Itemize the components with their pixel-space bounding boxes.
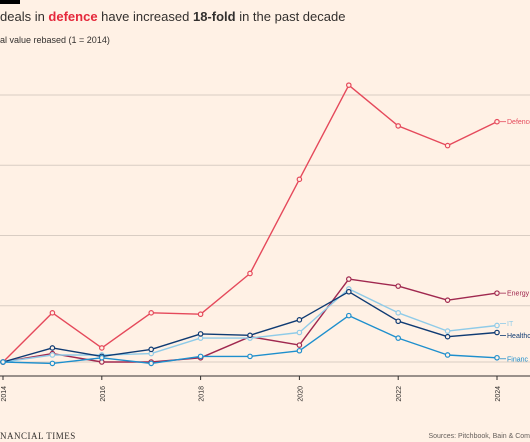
point-defence-2015 bbox=[49, 310, 56, 316]
title-post: in the past decade bbox=[235, 9, 346, 24]
point-defence-2020 bbox=[296, 176, 303, 183]
point-financials-2016 bbox=[99, 354, 105, 361]
point-defence-2017 bbox=[148, 310, 155, 316]
x-tick-label-2020: 2020 bbox=[297, 386, 304, 402]
point-defence-2023 bbox=[444, 142, 451, 149]
end-label-it: IT bbox=[507, 321, 514, 328]
title-bold: 18-fold bbox=[192, 9, 236, 24]
series-line-healthcare bbox=[2, 291, 498, 363]
point-energy-2024 bbox=[494, 290, 500, 296]
point-financials-2023 bbox=[444, 352, 451, 358]
point-financials-2015 bbox=[49, 360, 56, 367]
series-line-defence bbox=[2, 84, 498, 363]
x-tick-label-2024: 2024 bbox=[495, 386, 502, 402]
chart-subtitle: al value rebased (1 = 2014) bbox=[0, 35, 110, 45]
sources-note: Sources: Pitchbook, Bain & Com bbox=[428, 433, 530, 440]
title-pre: deals in bbox=[0, 9, 49, 24]
end-labels: Defence Energy IT Healthc Financ bbox=[500, 119, 530, 363]
point-financials-2022 bbox=[395, 335, 402, 341]
point-financials-2014 bbox=[0, 359, 6, 365]
x-tick-label-2016: 2016 bbox=[100, 386, 107, 402]
point-financials-2019 bbox=[247, 353, 253, 360]
title-mid: have increased bbox=[97, 9, 193, 24]
x-tick-label-2022: 2022 bbox=[396, 386, 403, 402]
ft-brand: NANCIAL TIMES bbox=[0, 431, 76, 441]
point-healthcare-2019 bbox=[247, 332, 253, 339]
x-tick-label-2018: 2018 bbox=[199, 386, 206, 402]
series-financials bbox=[0, 312, 500, 367]
point-healthcare-2024 bbox=[494, 329, 500, 336]
point-financials-2018 bbox=[197, 353, 204, 360]
end-label-energy: Energy bbox=[507, 291, 530, 298]
point-healthcare-2015 bbox=[49, 345, 56, 351]
point-healthcare-2017 bbox=[148, 346, 155, 353]
point-defence-2022 bbox=[395, 123, 402, 129]
point-energy-2020 bbox=[296, 342, 303, 348]
point-defence-2016 bbox=[99, 345, 105, 351]
series-layer bbox=[0, 82, 500, 367]
end-label-defence: Defence bbox=[507, 119, 530, 126]
ft-top-bar bbox=[0, 0, 20, 4]
point-energy-2021 bbox=[345, 276, 352, 282]
point-defence-2018 bbox=[197, 311, 204, 318]
point-it-2020 bbox=[296, 329, 303, 336]
point-it-2015 bbox=[49, 352, 56, 358]
point-healthcare-2020 bbox=[296, 317, 303, 323]
point-financials-2024 bbox=[494, 354, 500, 361]
x-axis: 2014 2016 2018 2020 2022 2024 bbox=[0, 375, 530, 402]
series-line-it bbox=[2, 288, 498, 363]
point-healthcare-2018 bbox=[197, 331, 204, 337]
end-label-financials: Financ bbox=[507, 356, 529, 363]
series-line-energy bbox=[2, 278, 498, 363]
point-energy-2022 bbox=[395, 283, 402, 289]
grid-layer bbox=[0, 94, 530, 363]
point-defence-2021 bbox=[345, 82, 352, 88]
point-defence-2024 bbox=[494, 118, 500, 125]
series-healthcare bbox=[0, 288, 500, 365]
point-it-2022 bbox=[395, 310, 402, 316]
chart-title: deals in defence have increased 18-fold … bbox=[0, 9, 345, 24]
point-it-2023 bbox=[444, 328, 451, 334]
title-highlight: defence bbox=[48, 9, 98, 24]
point-healthcare-2021 bbox=[345, 288, 352, 295]
point-financials-2021 bbox=[345, 312, 352, 319]
point-healthcare-2022 bbox=[395, 318, 402, 325]
point-healthcare-2023 bbox=[444, 333, 451, 340]
point-financials-2017 bbox=[148, 360, 155, 367]
point-financials-2020 bbox=[296, 347, 303, 354]
point-energy-2023 bbox=[444, 297, 451, 303]
point-it-2024 bbox=[494, 322, 500, 329]
point-defence-2019 bbox=[247, 270, 253, 277]
end-label-healthcare: Healthc bbox=[507, 333, 530, 340]
x-tick-label-2014: 2014 bbox=[1, 386, 8, 402]
series-energy bbox=[0, 276, 500, 365]
